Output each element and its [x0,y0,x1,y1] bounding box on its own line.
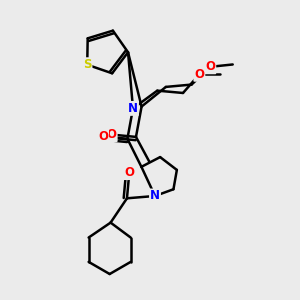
Text: N: N [128,102,138,115]
Text: O: O [107,128,117,141]
Text: S: S [83,58,92,71]
Text: O: O [205,60,215,73]
Text: O: O [98,130,108,143]
Text: O: O [194,68,204,81]
Text: O: O [124,166,134,179]
Text: N: N [150,190,160,202]
